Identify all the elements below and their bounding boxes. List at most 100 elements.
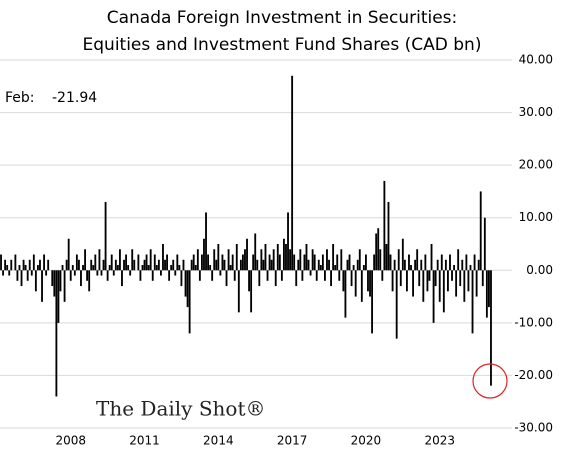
bar	[295, 270, 298, 287]
bar	[176, 254, 179, 271]
bar	[401, 238, 404, 271]
bar	[307, 259, 310, 271]
bar	[186, 270, 189, 308]
bar	[16, 270, 19, 281]
bar	[92, 265, 95, 271]
bar	[393, 259, 396, 271]
bar	[397, 249, 400, 271]
bar	[90, 259, 93, 271]
bar	[41, 270, 43, 302]
bar	[477, 259, 480, 271]
bar	[432, 270, 435, 323]
bar	[438, 270, 441, 302]
x-tick-label: 2023	[424, 434, 455, 448]
source: The Daily Shot®	[96, 397, 265, 421]
bar	[473, 254, 476, 271]
bar	[80, 270, 82, 287]
x-tick-label: 2011	[129, 434, 160, 448]
bar	[184, 270, 187, 297]
bar	[147, 265, 150, 271]
bar	[461, 259, 464, 271]
bar	[278, 254, 281, 271]
bar	[266, 270, 269, 281]
bar	[287, 212, 289, 271]
bar	[14, 254, 17, 271]
bar	[151, 270, 154, 281]
annotation-label: Feb:	[5, 90, 35, 106]
bar	[291, 75, 294, 271]
bar	[22, 259, 25, 271]
bar	[342, 270, 345, 292]
bar	[301, 270, 304, 281]
bar	[457, 249, 460, 271]
bar	[270, 259, 273, 271]
bar	[424, 254, 427, 271]
bar	[430, 244, 433, 271]
bar	[110, 254, 113, 271]
bar	[379, 249, 382, 271]
y-tick-label: -20.00	[514, 368, 553, 382]
bar	[262, 259, 265, 271]
chart-title: Equities and Investment Fund Shares (CAD…	[83, 35, 482, 55]
bar	[145, 254, 148, 271]
bar	[211, 270, 214, 281]
bar	[436, 259, 439, 271]
bar	[362, 265, 365, 271]
bar	[174, 270, 177, 276]
bar	[82, 265, 84, 271]
bar	[373, 254, 376, 271]
bar	[223, 259, 226, 271]
bar	[367, 270, 369, 292]
bar	[37, 265, 39, 271]
bar	[221, 254, 224, 271]
bar	[65, 259, 68, 271]
bar	[408, 254, 410, 271]
bar	[328, 259, 330, 271]
bar	[104, 201, 107, 271]
bar	[61, 265, 64, 271]
bar	[299, 249, 302, 271]
bar	[168, 270, 171, 281]
bar	[381, 270, 384, 281]
bar	[385, 244, 388, 271]
bar	[30, 270, 33, 276]
bar	[346, 259, 349, 271]
bar	[6, 265, 9, 271]
bar	[141, 265, 144, 271]
bar	[8, 270, 11, 276]
y-tick-label: 0.00	[526, 263, 553, 277]
bar	[488, 270, 490, 308]
bar	[88, 270, 91, 292]
bar	[78, 259, 80, 271]
bar	[252, 254, 255, 271]
bar	[94, 254, 97, 271]
bar	[170, 265, 173, 271]
bar	[338, 270, 341, 281]
bar	[317, 259, 320, 271]
bar	[420, 259, 423, 271]
bar	[127, 265, 130, 271]
bar	[39, 259, 41, 271]
bar	[180, 270, 183, 287]
bar	[319, 265, 322, 271]
bar	[475, 270, 478, 297]
bar	[102, 259, 105, 271]
bar	[26, 270, 29, 281]
bar	[276, 244, 279, 271]
bar	[434, 270, 437, 287]
bar	[71, 265, 74, 271]
bar	[311, 249, 314, 271]
bar	[289, 249, 291, 271]
bar	[354, 270, 357, 297]
bar	[203, 238, 205, 271]
bar	[455, 270, 458, 297]
bar	[196, 249, 199, 271]
bar	[172, 259, 175, 271]
bar	[447, 270, 449, 292]
bar	[166, 254, 168, 271]
bar	[129, 270, 132, 276]
bar	[481, 270, 484, 287]
bar	[18, 265, 21, 271]
bar	[264, 244, 267, 271]
bar	[28, 259, 31, 271]
